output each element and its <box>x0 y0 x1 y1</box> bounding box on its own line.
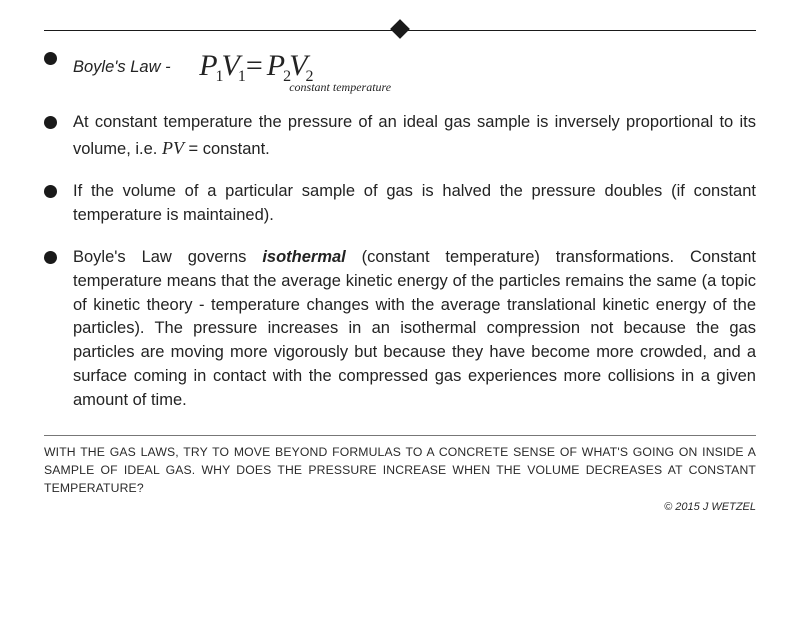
eq-p1: P <box>199 49 217 82</box>
eq-equals: = <box>246 49 263 82</box>
bullet-4-isothermal: isothermal <box>262 248 345 266</box>
bottom-divider <box>44 435 756 436</box>
bullet-2: At constant temperature the pressure of … <box>44 111 756 162</box>
bullet-2-pv: PV <box>162 138 184 158</box>
bullet-2-text-b: = constant. <box>184 140 270 158</box>
bullet-4-content: Boyle's Law governs isothermal (constant… <box>73 246 756 413</box>
bullet-1-content: Boyle's Law - P1V1=P2V2 constant tempera… <box>73 51 756 85</box>
diamond-icon <box>390 19 410 39</box>
bullet-1-title: Boyle's Law - <box>73 58 171 76</box>
bullet-dot-icon <box>44 116 57 129</box>
bullet-dot-icon <box>44 52 57 65</box>
bullet-4-text-b: (constant temperature) transformations. … <box>73 248 756 410</box>
bullet-1: Boyle's Law - P1V1=P2V2 constant tempera… <box>44 47 756 85</box>
equation-condition: constant temperature <box>289 79 391 96</box>
eq-sub-2: 1 <box>238 68 246 85</box>
bullet-dot-icon <box>44 185 57 198</box>
copyright: © 2015 J WETZEL <box>44 501 756 513</box>
equation-main: P1V1=P2V2 <box>199 49 311 82</box>
bullet-4: Boyle's Law governs isothermal (constant… <box>44 246 756 413</box>
bullet-dot-icon <box>44 251 57 264</box>
bullet-2-content: At constant temperature the pressure of … <box>73 111 756 162</box>
bullet-3-content: If the volume of a particular sample of … <box>73 180 756 228</box>
footer-caption: WITH THE GAS LAWS, TRY TO MOVE BEYOND FO… <box>44 444 756 497</box>
top-divider <box>44 30 756 31</box>
bullet-3: If the volume of a particular sample of … <box>44 180 756 228</box>
page: Boyle's Law - P1V1=P2V2 constant tempera… <box>0 0 800 523</box>
equation-boyles-law: P1V1=P2V2 constant temperature <box>199 51 311 85</box>
bullet-4-text-a: Boyle's Law governs <box>73 248 262 266</box>
